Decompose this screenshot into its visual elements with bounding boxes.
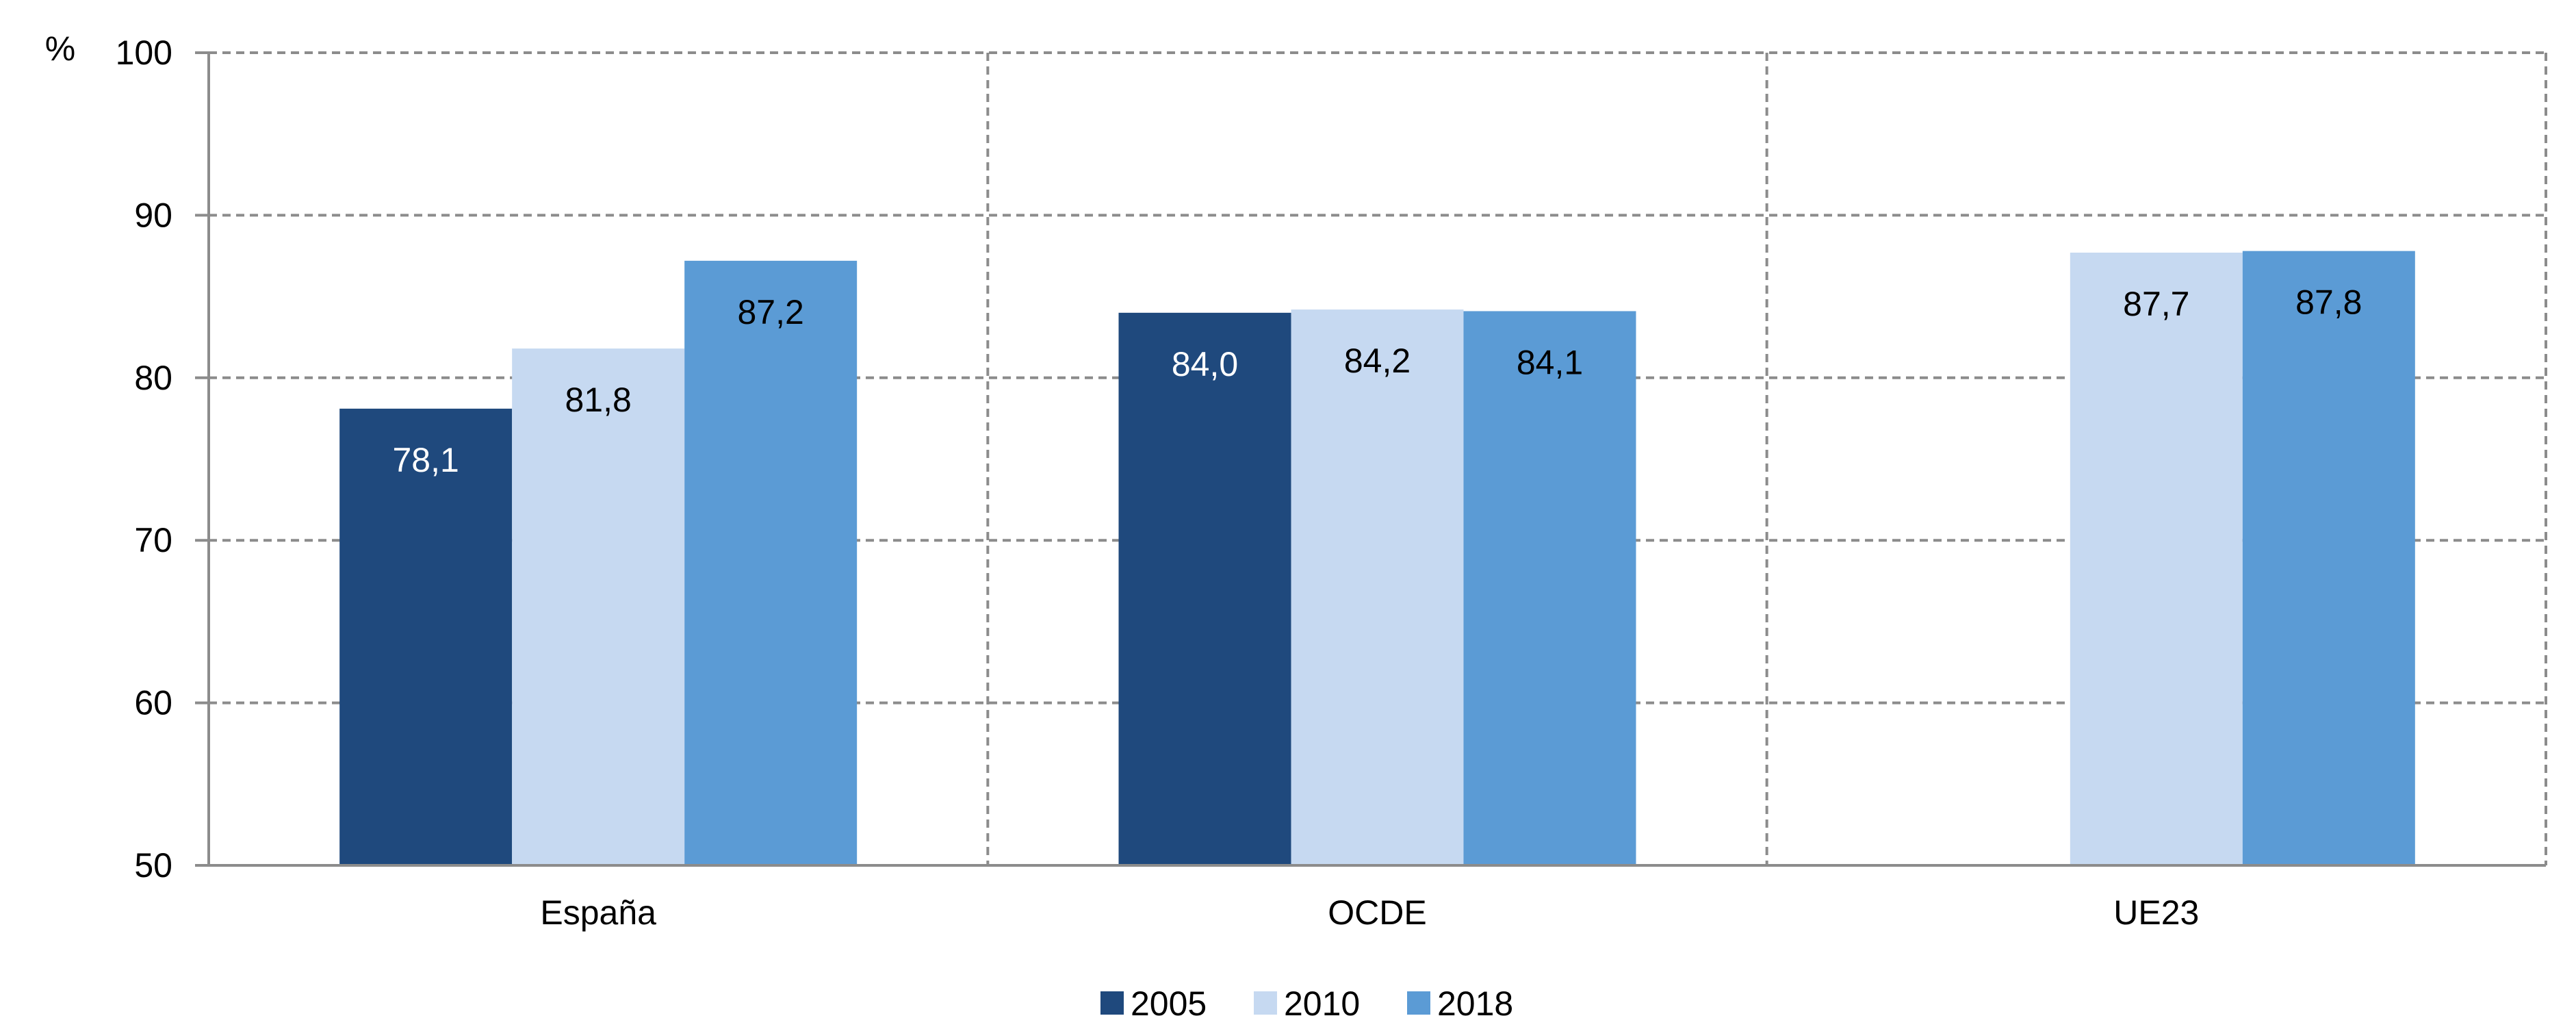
x-category-label: UE23 <box>2113 893 2199 932</box>
legend-label: 2018 <box>1437 984 1513 1023</box>
y-tick-label: 60 <box>134 684 172 722</box>
bar-value-label: 87,7 <box>2123 285 2189 323</box>
axes <box>195 51 2546 867</box>
bar-value-label: 87,2 <box>738 293 804 331</box>
y-tick-label: 90 <box>134 196 172 234</box>
bar-2010 <box>2070 253 2243 865</box>
bar-value-label: 81,8 <box>565 381 632 419</box>
bar-2018 <box>684 260 858 865</box>
bar-2010 <box>1291 309 1464 865</box>
x-category-label: OCDE <box>1328 893 1426 932</box>
bar-value-label: 78,1 <box>393 441 459 479</box>
bar-2018 <box>1463 311 1636 865</box>
y-tick-label: 100 <box>116 34 172 72</box>
legend-swatch-2018 <box>1407 991 1430 1015</box>
bar-2005 <box>339 408 513 865</box>
y-tick-labels: 50 60 70 80 90 100 <box>116 34 172 885</box>
bar-2010 <box>512 348 685 865</box>
legend-swatch-2005 <box>1100 991 1124 1015</box>
y-tick-label: 70 <box>134 521 172 559</box>
bars: 78,1 81,8 87,2 84,0 84,2 84,1 87,7 87,8 <box>339 251 2415 866</box>
y-tick-label: 50 <box>134 846 172 885</box>
bar-value-label: 84,0 <box>1172 345 1238 383</box>
bar-value-label: 84,1 <box>1517 343 1583 381</box>
legend-label: 2010 <box>1284 984 1360 1023</box>
x-category-label: España <box>540 893 656 932</box>
y-unit-label: % <box>45 29 75 68</box>
bar-2018 <box>2242 251 2415 865</box>
legend-label: 2005 <box>1131 984 1207 1023</box>
legend-swatch-2010 <box>1254 991 1277 1015</box>
bar-value-label: 84,2 <box>1344 342 1411 380</box>
bar-2005 <box>1118 312 1291 866</box>
x-category-labels: España OCDE UE23 <box>540 893 2199 932</box>
bar-value-label: 87,8 <box>2295 283 2362 322</box>
y-tick-label: 80 <box>134 359 172 397</box>
legend: 2005 2010 2018 <box>1100 984 1513 1023</box>
